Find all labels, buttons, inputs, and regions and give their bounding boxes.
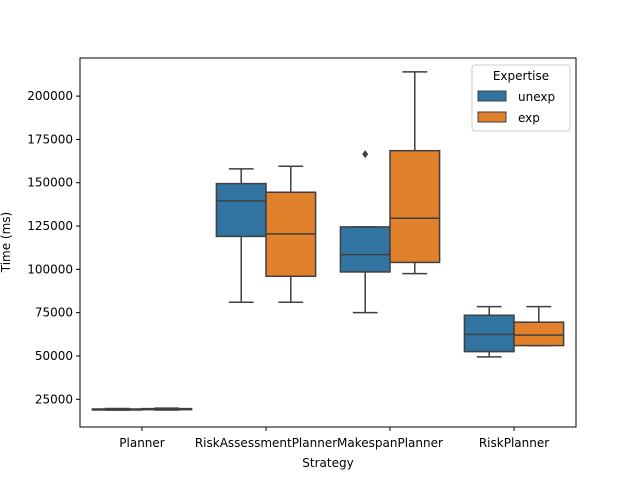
y-tick-label: 200000 <box>27 89 73 103</box>
box-iqr <box>463 314 515 353</box>
box-group <box>265 165 317 304</box>
y-tick-label: 50000 <box>35 349 73 363</box>
box-group <box>141 407 193 411</box>
legend-label-unexp: unexp <box>518 90 555 104</box>
y-tick-label: 150000 <box>27 176 73 190</box>
x-axis-ticks: Planner RiskAssessmentPlanner MakespanPl… <box>119 427 549 450</box>
box-group <box>389 71 441 275</box>
box-group <box>513 305 565 347</box>
y-axis-ticks: 25000 50000 75000 100000 125000 150000 175000 2… <box>27 89 80 406</box>
box-group <box>215 168 267 304</box>
y-tick-label: 75000 <box>35 306 73 320</box>
box-group <box>339 150 391 314</box>
x-tick-label: RiskAssessmentPlanner <box>195 436 337 450</box>
box-iqr <box>339 226 391 273</box>
plot-frame <box>79 57 577 428</box>
legend-swatch-exp <box>477 111 507 123</box>
x-tick-label: Planner <box>119 436 165 450</box>
box-group <box>91 407 143 411</box>
outlier-point <box>362 150 369 159</box>
legend-title: Expertise <box>493 69 549 83</box>
x-tick-label: RiskPlanner <box>479 436 549 450</box>
box-iqr <box>513 321 565 347</box>
y-axis-label: Time (ms) <box>0 212 13 274</box>
box-iqr <box>215 182 267 238</box>
plot-layer <box>91 71 565 411</box>
x-axis-label: Strategy <box>302 456 353 470</box>
y-tick-label: 25000 <box>35 392 73 406</box>
y-tick-label: 175000 <box>27 132 73 146</box>
y-tick-label: 100000 <box>27 262 73 276</box>
x-tick-label: MakespanPlanner <box>337 436 443 450</box>
box-iqr <box>389 149 441 264</box>
box-group <box>463 305 515 358</box>
legend: Expertise unexp exp <box>471 64 571 132</box>
legend-swatch-unexp <box>477 90 507 102</box>
legend-label-exp: exp <box>518 111 540 125</box>
y-tick-label: 125000 <box>27 219 73 233</box>
